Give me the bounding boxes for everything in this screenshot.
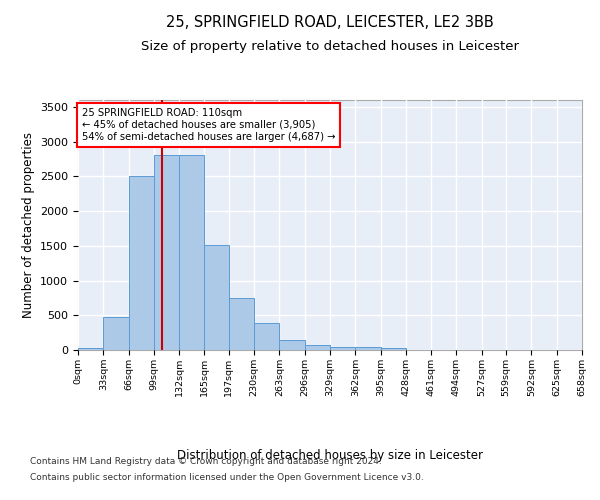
Bar — [355, 346, 380, 350]
Bar — [205, 245, 229, 350]
Bar — [280, 340, 305, 350]
Text: Size of property relative to detached houses in Leicester: Size of property relative to detached ho… — [141, 40, 519, 53]
Text: 25 SPRINGFIELD ROAD: 110sqm
← 45% of detached houses are smaller (3,905)
54% of : 25 SPRINGFIELD ROAD: 110sqm ← 45% of det… — [82, 108, 335, 142]
Bar — [229, 298, 254, 350]
Bar — [128, 176, 154, 350]
Bar — [154, 155, 179, 350]
Text: 25, SPRINGFIELD ROAD, LEICESTER, LE2 3BB: 25, SPRINGFIELD ROAD, LEICESTER, LE2 3BB — [166, 15, 494, 30]
Text: Contains HM Land Registry data © Crown copyright and database right 2024.: Contains HM Land Registry data © Crown c… — [30, 458, 382, 466]
Bar — [380, 348, 406, 350]
X-axis label: Distribution of detached houses by size in Leicester: Distribution of detached houses by size … — [177, 449, 483, 462]
Bar — [330, 346, 355, 350]
Bar — [103, 318, 128, 350]
Bar — [179, 155, 205, 350]
Bar — [78, 348, 103, 350]
Y-axis label: Number of detached properties: Number of detached properties — [22, 132, 35, 318]
Bar — [254, 323, 280, 350]
Bar — [305, 346, 330, 350]
Text: Contains public sector information licensed under the Open Government Licence v3: Contains public sector information licen… — [30, 472, 424, 482]
